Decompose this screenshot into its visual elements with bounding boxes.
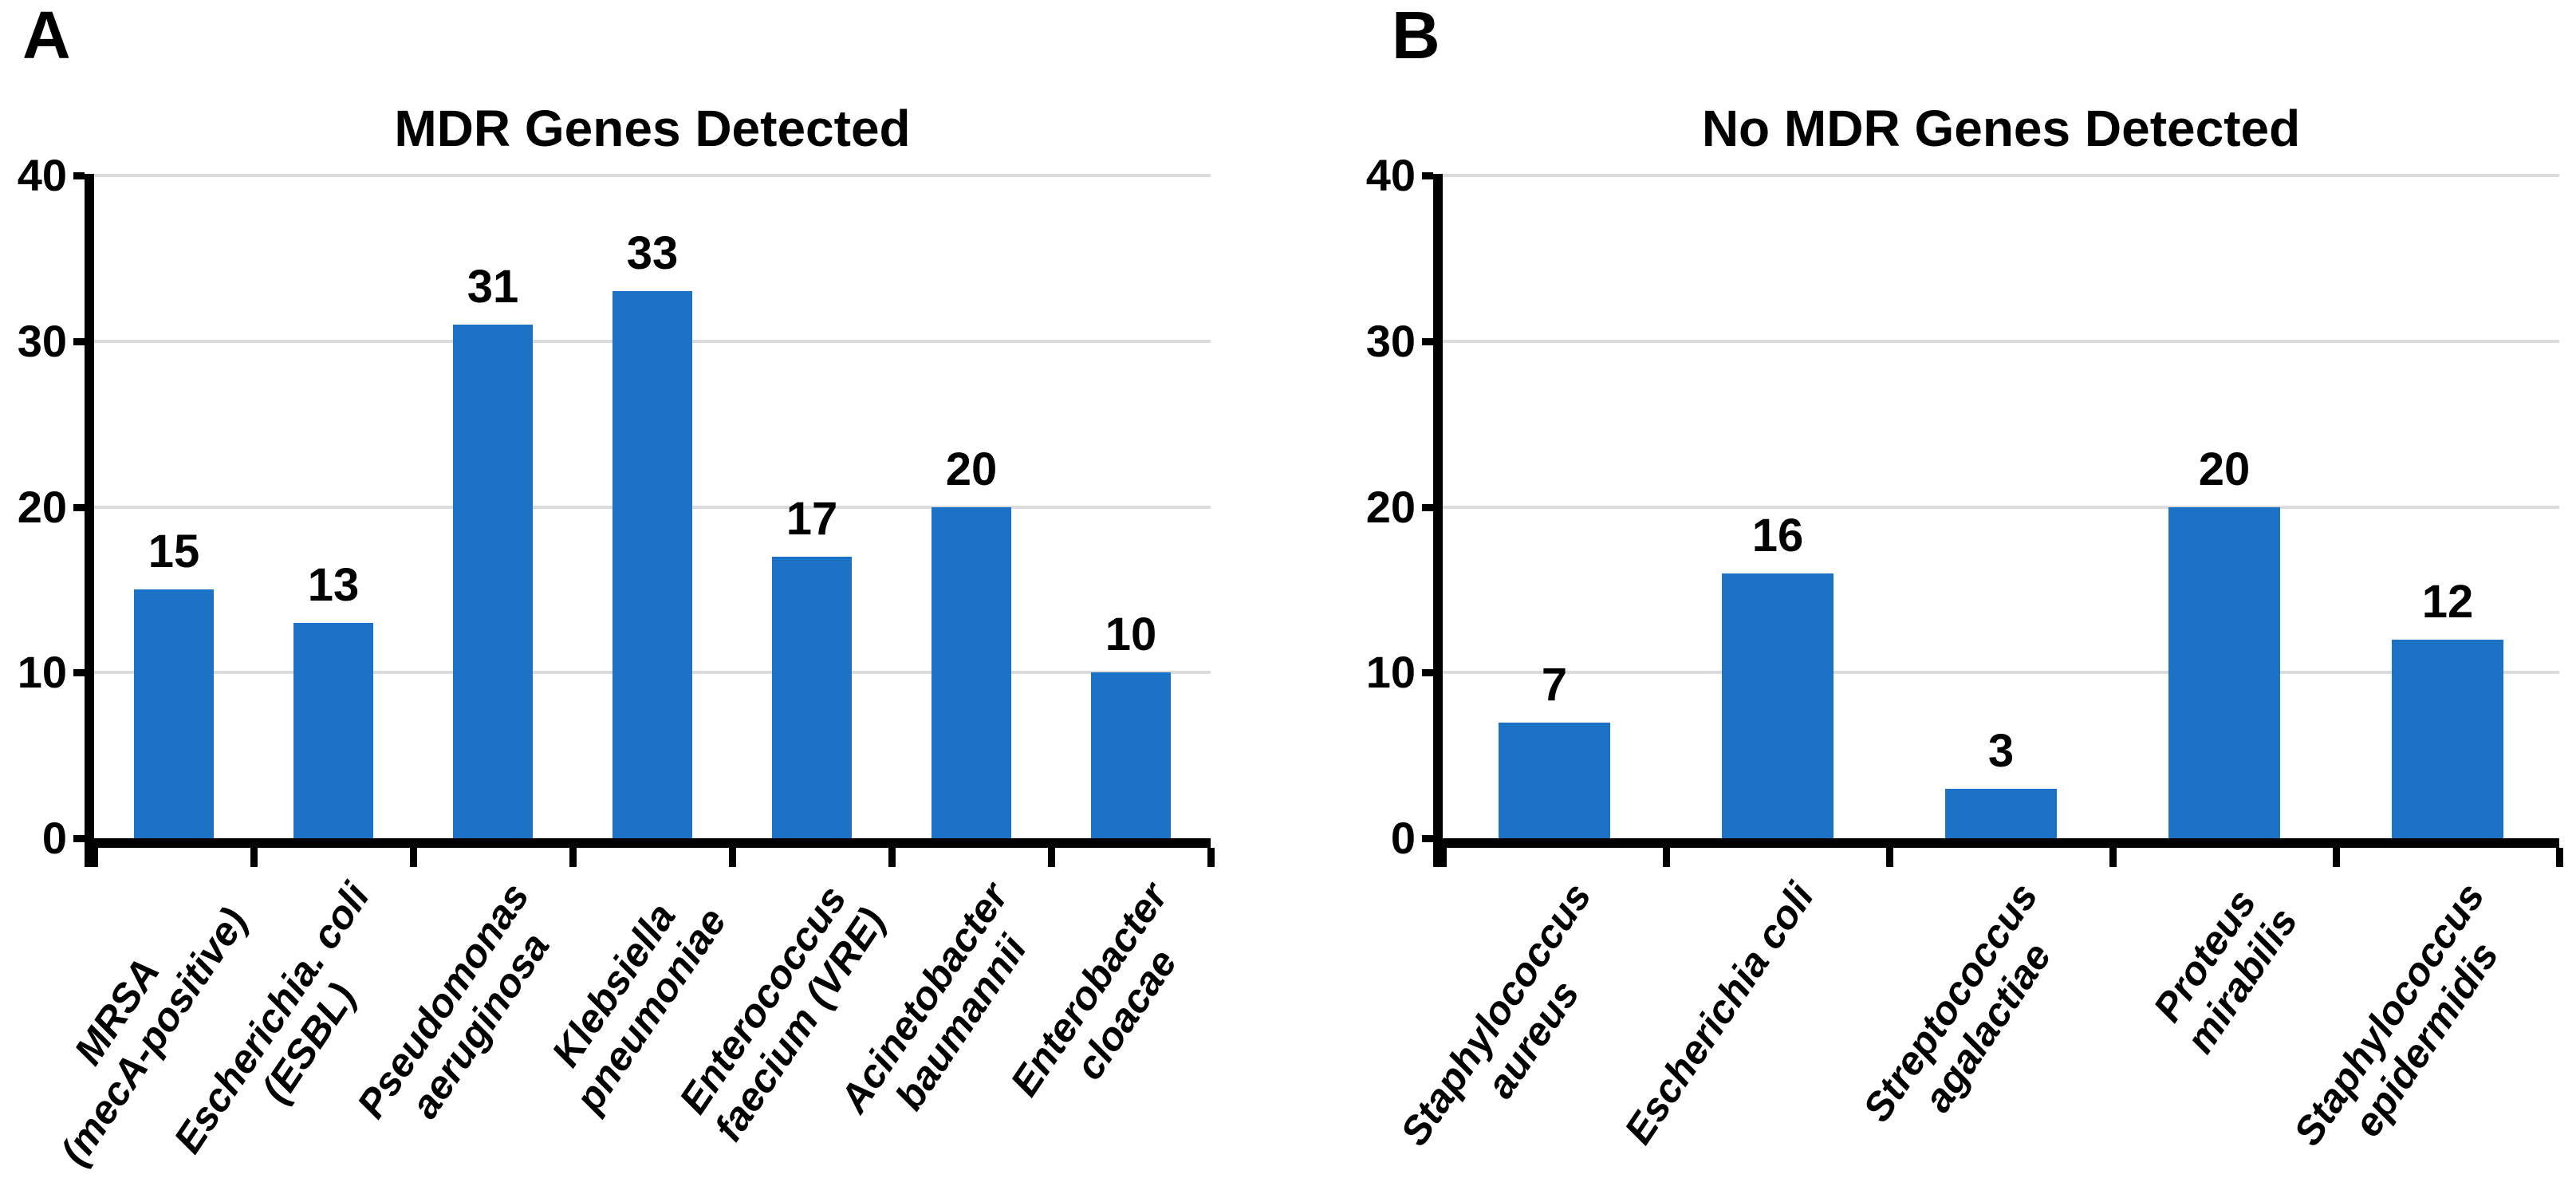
panel-b-x-tick-5: [2556, 848, 2563, 867]
panel-b-y-tick-label-0: 0: [1390, 813, 1416, 863]
panel-b-bar-value-label-3: 3: [1987, 724, 2015, 777]
panel-b-plot-area: No MDR Genes Detected 0 10 20 30 40 7 Staphylo…: [1366, 0, 2563, 1153]
panel-a-plot: 0 10 20 30 40 15 MRSA (mecA-positive) 13 Escheric…: [18, 150, 1215, 1173]
panel-b-bar-3: [1945, 788, 2057, 838]
panel-a-y-tick-40: [73, 172, 85, 179]
panel-b-x-category-label-text-2: Escherichia coli: [1616, 875, 1823, 1152]
panel-b-x-category-label-text-4: Proteus mirabilis: [2145, 881, 2306, 1062]
panel-a-bar-7: [1091, 672, 1171, 838]
panel-a-bar-value-label-6: 20: [945, 443, 998, 495]
panel-b-y-tick-label-20: 20: [1365, 481, 1416, 532]
panel-b-gridline-30: [1443, 339, 2559, 343]
panel-b-x-category-label-text-5: Staphylococcus epidermidis: [2284, 875, 2507, 1154]
panel-a-x-tick-5: [888, 848, 896, 867]
panel-b-bar-value-label-2: 16: [1751, 509, 1804, 561]
panel-b-x-category-label-text-3: Streptococcus agalactiae: [1853, 875, 2060, 1130]
panel-b-x-tick-1: [1663, 848, 1670, 867]
panel-a-bar-value-label-5: 17: [786, 492, 838, 545]
panel-a-bar-4: [612, 291, 692, 838]
panel-a-letter: A: [22, 0, 71, 73]
panel-a-x-tick-3: [569, 848, 577, 867]
panel-a-bar-3: [453, 324, 533, 838]
panel-b-plot: 0 10 20 30 40 7 Staphylococcus aureus 16 Escheric…: [1366, 150, 2563, 1153]
panel-b-y-tick-40: [1422, 172, 1433, 179]
panel-b-bar-value-label-4: 20: [2198, 443, 2251, 495]
panel-a-y-tick-label-10: 10: [17, 647, 67, 698]
panel-b-bar-value-label-1: 7: [1541, 658, 1568, 711]
panel-b-gridline-20: [1443, 505, 2559, 509]
panel-a-y-tick-label-30: 30: [17, 315, 67, 366]
panel-b-bar-value-label-5: 12: [2421, 575, 2474, 628]
panel-b-bar-4: [2168, 506, 2280, 838]
panel-a: A MDR Genes Detected 0 10 20 30 40 15 MRSA (mec…: [0, 0, 1288, 1173]
panel-b-x-tick-0: [1440, 848, 1447, 867]
panel-b-gridline-40: [1443, 174, 2559, 177]
panel-b-y-tick-0: [1422, 835, 1433, 842]
panel-b-y-tick-label-40: 40: [1365, 150, 1416, 200]
panel-a-bar-1: [134, 589, 214, 838]
panel-a-chart-title: MDR Genes Detected: [394, 100, 911, 157]
panel-b-y-tick-label-30: 30: [1365, 315, 1416, 366]
panel-b-x-tick-3: [2109, 848, 2117, 867]
panel-b-y-tick-30: [1422, 337, 1433, 345]
panel-a-x-tick-2: [410, 848, 417, 867]
panel-a-y-axis-line: [85, 174, 94, 867]
panel-a-x-tick-4: [729, 848, 736, 867]
panel-a-bar-2: [293, 622, 373, 838]
panel-a-x-tick-1: [250, 848, 258, 867]
panel-a-y-tick-10: [73, 669, 85, 677]
panel-b-y-tick-10: [1422, 669, 1433, 677]
panel-a-bar-5: [772, 556, 852, 838]
panel-a-x-axis-line: [85, 838, 1211, 848]
panel-b-x-tick-2: [1886, 848, 1893, 867]
panel-a-bar-value-label-3: 31: [467, 260, 519, 313]
panel-b-y-tick-label-10: 10: [1365, 647, 1416, 698]
panel-b-y-axis-line: [1433, 174, 1443, 867]
panel-a-x-tick-0: [91, 848, 98, 867]
panel-a-plot-area: MDR Genes Detected 0 10 20 30 40 15 MRSA (mecA-…: [18, 0, 1215, 1173]
panel-a-y-tick-label-20: 20: [17, 481, 67, 532]
panel-a-y-tick-30: [73, 337, 85, 345]
panel-a-bar-value-label-7: 10: [1105, 609, 1157, 661]
panel-b-x-category-label-text-1: Staphylococcus aureus: [1391, 875, 1600, 1154]
panel-a-gridline-40: [94, 174, 1211, 177]
panel-a-y-tick-label-0: 0: [41, 813, 67, 863]
panel-b-x-tick-4: [2333, 848, 2340, 867]
panel-a-bar-value-label-4: 33: [626, 227, 679, 280]
panel-b-chart-title: No MDR Genes Detected: [1701, 100, 2301, 157]
panel-b-gridline-10: [1443, 671, 2559, 675]
panel-a-bar-value-label-1: 15: [148, 526, 200, 578]
panel-a-y-tick-0: [73, 835, 85, 842]
panel-b-bar-5: [2392, 639, 2503, 838]
panel-a-y-tick-label-40: 40: [17, 150, 67, 200]
panel-b: B No MDR Genes Detected 0 10 20 30 40 7 Staphy…: [1288, 0, 2576, 1153]
panel-b-bar-2: [1722, 573, 1834, 838]
panel-a-bar-6: [932, 506, 1011, 838]
panel-b-letter: B: [1392, 0, 1440, 73]
panel-b-y-tick-20: [1422, 503, 1433, 511]
panel-a-bar-value-label-2: 13: [307, 558, 360, 611]
panel-b-bar-1: [1499, 722, 1610, 838]
panel-a-x-tick-7: [1207, 848, 1215, 867]
panel-a-x-tick-6: [1048, 848, 1055, 867]
panel-a-y-tick-20: [73, 503, 85, 511]
panel-b-x-axis-line: [1433, 838, 2559, 848]
